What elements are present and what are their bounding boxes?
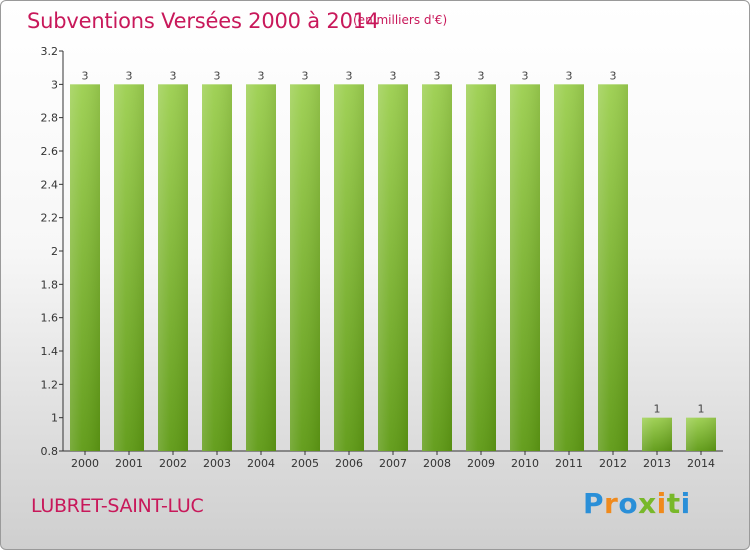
brand-letter: i [656,487,667,520]
x-tick-label: 2003 [203,457,231,470]
bar-shine [510,84,540,451]
data-label: 3 [610,69,617,82]
brand-logo: Proxiti [583,487,691,520]
bar-shine [158,84,188,451]
y-tick-label: 1.2 [41,378,59,391]
brand-letter: P [583,487,605,520]
data-label: 3 [390,69,397,82]
bar-shine [246,84,276,451]
x-tick-label: 2000 [71,457,99,470]
x-tick-label: 2009 [467,457,495,470]
y-tick-label: 2 [51,245,58,258]
data-label: 3 [214,69,221,82]
y-tick-label: 1.4 [41,345,59,358]
data-label: 3 [302,69,309,82]
brand-letter: x [638,487,657,520]
data-label: 3 [522,69,529,82]
bars-group [70,84,716,451]
x-tick-label: 2004 [247,457,275,470]
y-tick-label: 1.6 [41,312,59,325]
x-tick-label: 2014 [687,457,715,470]
x-tick-label: 2007 [379,457,407,470]
bar-shine [642,417,672,451]
bar-shine [114,84,144,451]
brand-letter: t [666,487,681,520]
x-tick-label: 2012 [599,457,627,470]
y-tick-label: 0.8 [41,445,59,458]
bar-shine [686,417,716,451]
y-tick-label: 3.2 [41,45,59,58]
brand-letter: i [680,487,691,520]
bar-shine [334,84,364,451]
bar-shine [422,84,452,451]
x-tick-label: 2005 [291,457,319,470]
x-tick-label: 2010 [511,457,539,470]
data-label: 3 [566,69,573,82]
y-tick-label: 2.4 [41,178,59,191]
labels-group: 2000 3 2001 3 2002 3 2003 3 2004 3 2005 3 2006 3 2007 3… [71,69,715,470]
brand-letter: o [618,487,639,520]
y-tick-label: 3 [51,78,58,91]
data-label: 3 [258,69,265,82]
data-label: 1 [698,403,705,416]
commune-name: LUBRET-SAINT-LUC [31,495,204,517]
x-tick-label: 2001 [115,457,143,470]
chart-title: Subventions Versées 2000 à 2014 [27,9,380,33]
data-label: 3 [346,69,353,82]
chart-unit: (en milliers d'€) [353,13,448,27]
bar-shine [202,84,232,451]
data-label: 3 [170,69,177,82]
brand-letter: r [604,487,619,520]
y-tick-label: 1.8 [41,278,59,291]
bar-shine [70,84,100,451]
x-tick-label: 2013 [643,457,671,470]
x-tick-label: 2002 [159,457,187,470]
bar-shine [554,84,584,451]
data-label: 3 [82,69,89,82]
y-tick-label: 2.6 [41,145,59,158]
bar-shine [598,84,628,451]
bar-shine [290,84,320,451]
y-tick-label: 1 [51,412,58,425]
data-label: 3 [478,69,485,82]
data-label: 3 [126,69,133,82]
y-tick-label: 2.8 [41,112,59,125]
x-tick-label: 2006 [335,457,363,470]
x-tick-label: 2011 [555,457,583,470]
bar-shine [466,84,496,451]
y-tick-label: 2.2 [41,212,59,225]
data-label: 3 [434,69,441,82]
data-label: 1 [654,403,661,416]
x-tick-label: 2008 [423,457,451,470]
bar-shine [378,84,408,451]
